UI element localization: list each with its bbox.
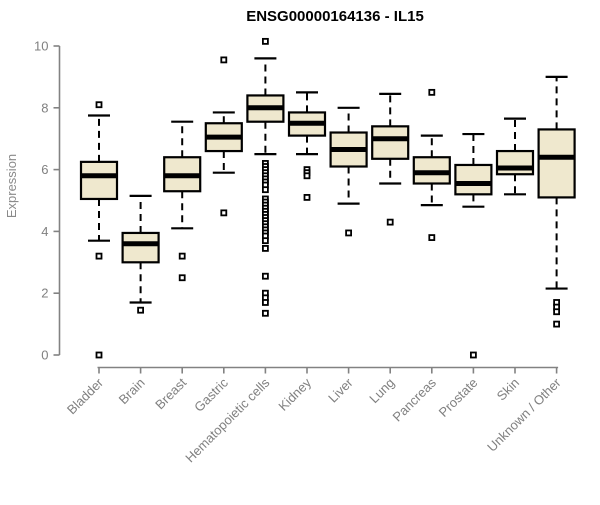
outlier-point [553,308,560,316]
box-rect-unknown-other [537,128,576,199]
outlier-point [95,351,103,359]
outlier-point [386,218,394,226]
x-category-label: Kidney [275,375,314,414]
x-category-label: Skin [494,375,522,403]
y-tick-label: 6 [41,162,48,177]
outlier-point [137,306,145,314]
outlier-point [428,234,436,241]
box-rect-lung [371,125,410,160]
outlier-point [261,299,269,306]
x-category-label: Gastric [191,375,231,415]
outlier-point [95,252,103,260]
outlier-point [469,351,477,359]
outlier-point [220,56,228,64]
box-rect-skin [495,149,535,176]
outlier-point [303,194,311,201]
outlier-point [261,186,269,194]
y-tick-label: 0 [41,348,48,363]
outlier-point [345,229,353,237]
outlier-point [428,88,436,96]
y-axis-title: Expression [4,154,19,218]
y-tick-label: 10 [34,39,48,54]
outlier-point [95,101,103,109]
box-rect-brain [121,231,160,264]
x-category-label: Lung [366,375,397,406]
outlier-point [220,209,228,217]
y-tick-label: 2 [41,286,48,301]
outlier-point [261,272,269,280]
y-tick-label: 8 [41,100,48,115]
x-category-label: Breast [152,375,189,412]
chart-title: ENSG00000164136 - IL15 [246,8,424,25]
x-category-label: Pancreas [389,375,439,425]
outlier-point [303,172,311,180]
outlier-point [261,309,269,317]
x-category-label: Liver [325,375,356,406]
y-tick-label: 4 [41,224,48,239]
outlier-point [178,252,186,260]
outlier-point [261,37,269,45]
x-category-label: Brain [116,375,148,407]
x-category-label: Prostate [436,375,481,420]
x-category-label: Unknown / Other [484,375,564,455]
x-category-label: Bladder [64,375,107,418]
outlier-point [261,237,269,245]
box-rect-bladder [79,160,119,201]
outlier-point [261,244,269,252]
box-rect-prostate [454,163,493,196]
outlier-point [178,274,186,282]
outlier-point [553,320,560,328]
